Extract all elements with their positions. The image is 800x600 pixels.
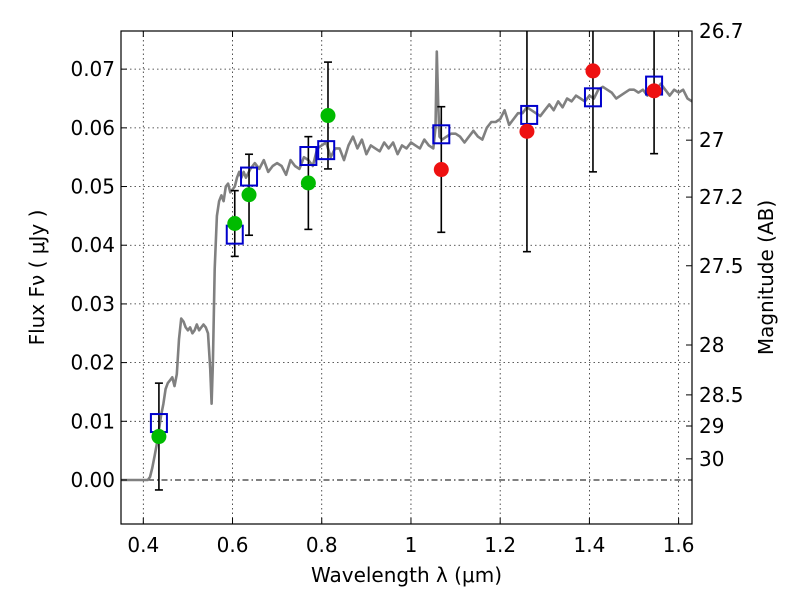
y2-tick-label: 30 [699, 447, 724, 471]
y-axis-title: Flux Fν ( μJy ) [25, 210, 49, 346]
upper-limit-point [433, 162, 449, 178]
y-tick-label: 0.06 [70, 116, 115, 140]
model-point [317, 140, 336, 161]
y-tick-label: 0.04 [70, 233, 115, 257]
x-tick-label: 1.4 [573, 533, 605, 557]
model-point [520, 104, 539, 125]
tick-layer: 0.4 0.6 0.8 1 1.2 1.4 1.6 0.00 0.01 0.02 0.03 0.04 0… [70, 19, 743, 557]
y-tick-label: 0.03 [70, 292, 115, 316]
y2-tick-label: 28.5 [699, 383, 744, 407]
sed-line [121, 50, 692, 482]
upper-limit-point [519, 123, 535, 139]
detection-point [227, 216, 243, 232]
detection-point [300, 175, 316, 191]
x-tick-label: 0.8 [306, 533, 338, 557]
y2-tick-label: 27.5 [699, 254, 744, 278]
x-tick-label: 0.4 [127, 533, 159, 557]
x-tick-label: 1.6 [663, 533, 695, 557]
model-point [240, 166, 259, 187]
model-point [583, 87, 602, 108]
y2-tick-label: 26.7 [699, 19, 744, 43]
plot-layer [121, 31, 692, 491]
x-tick-label: 0.6 [217, 533, 249, 557]
y-tick-label: 0.02 [70, 351, 115, 375]
y2-tick-label: 27.2 [699, 185, 744, 209]
x-tick-label: 1.2 [484, 533, 516, 557]
y2-tick-label: 27 [699, 128, 724, 152]
upper-limit-point [646, 83, 662, 99]
detection-point [320, 108, 336, 124]
detection-point [241, 187, 257, 203]
y-tick-label: 0.00 [70, 468, 115, 492]
y-tick-label: 0.01 [70, 409, 115, 433]
x-axis-title: Wavelength λ (μm) [311, 563, 502, 587]
x-tick-label: 1 [405, 533, 418, 557]
plot-frame [120, 30, 693, 525]
model-point [299, 146, 318, 167]
model-point [432, 124, 451, 145]
y2-tick-label: 29 [699, 414, 724, 438]
y2-tick-label: 28 [699, 333, 724, 357]
y-tick-label: 0.05 [70, 175, 115, 199]
y-tick-label: 0.07 [70, 57, 115, 81]
y2-axis-title: Magnitude (AB) [754, 200, 778, 355]
grid-layer [121, 31, 692, 524]
upper-limit-point [585, 63, 601, 79]
detection-point [151, 429, 167, 445]
